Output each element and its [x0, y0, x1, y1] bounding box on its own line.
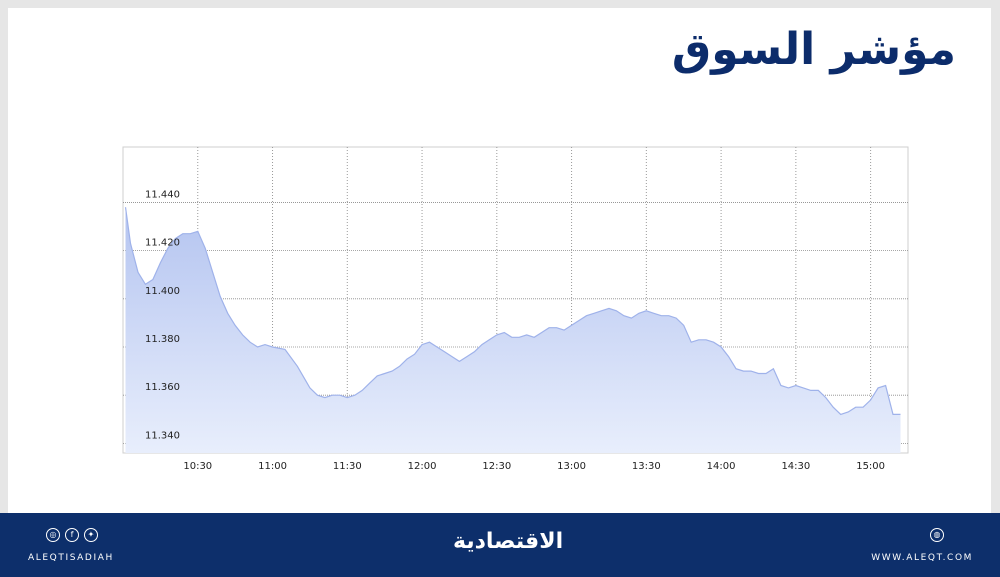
footer-bar: ◎ f ✦ ALEQTISADIAH الاقتصادية ◍ WWW.ALEQ…	[0, 513, 1000, 577]
globe-icon: ◍	[930, 528, 944, 542]
brand-logo: الاقتصادية	[453, 529, 564, 554]
y-tick-label-0: 11.440	[145, 189, 180, 200]
x-axis-labels: 10:30 11:00 11:30 12:00 12:30 13:00 13:30 14:00…	[183, 461, 885, 472]
x-tick-label-5: 13:00	[557, 461, 586, 472]
area-fill	[125, 207, 901, 453]
x-tick-label-1: 11:00	[258, 461, 287, 472]
x-tick-label-4: 12:30	[482, 461, 511, 472]
series-line	[124, 207, 901, 416]
y-tick-label-2: 11.400	[145, 286, 180, 297]
y-axis-labels: 11.440 11.420 11.400 11.380 11.360 11.340	[145, 189, 180, 441]
x-tick-label-8: 14:30	[781, 461, 810, 472]
facebook-icon[interactable]: f	[65, 528, 79, 542]
x-tick-label-0: 10:30	[183, 461, 212, 472]
x-tick-label-7: 14:00	[707, 461, 736, 472]
social-icons: ◎ f ✦	[46, 528, 98, 542]
chart-title: مؤشر السوق	[671, 24, 956, 75]
instagram-icon[interactable]: ◎	[46, 528, 60, 542]
x-tick-label-2: 11:30	[333, 461, 362, 472]
y-tick-label-5: 11.340	[145, 430, 180, 441]
social-handle[interactable]: ALEQTISADIAH	[28, 553, 114, 563]
twitter-icon[interactable]: ✦	[84, 528, 98, 542]
y-tick-label-4: 11.360	[145, 382, 180, 393]
y-tick-label-3: 11.380	[145, 334, 180, 345]
y-tick-label-1: 11.420	[145, 238, 180, 249]
website-link[interactable]: WWW.ALEQT.COM	[871, 553, 973, 563]
chart-svg: 11.440 11.420 11.400 11.380 11.360 11.340 10:…	[122, 146, 909, 472]
x-tick-label-6: 13:30	[632, 461, 661, 472]
x-tick-label-3: 12:00	[408, 461, 437, 472]
x-tick-label-9: 15:00	[856, 461, 885, 472]
